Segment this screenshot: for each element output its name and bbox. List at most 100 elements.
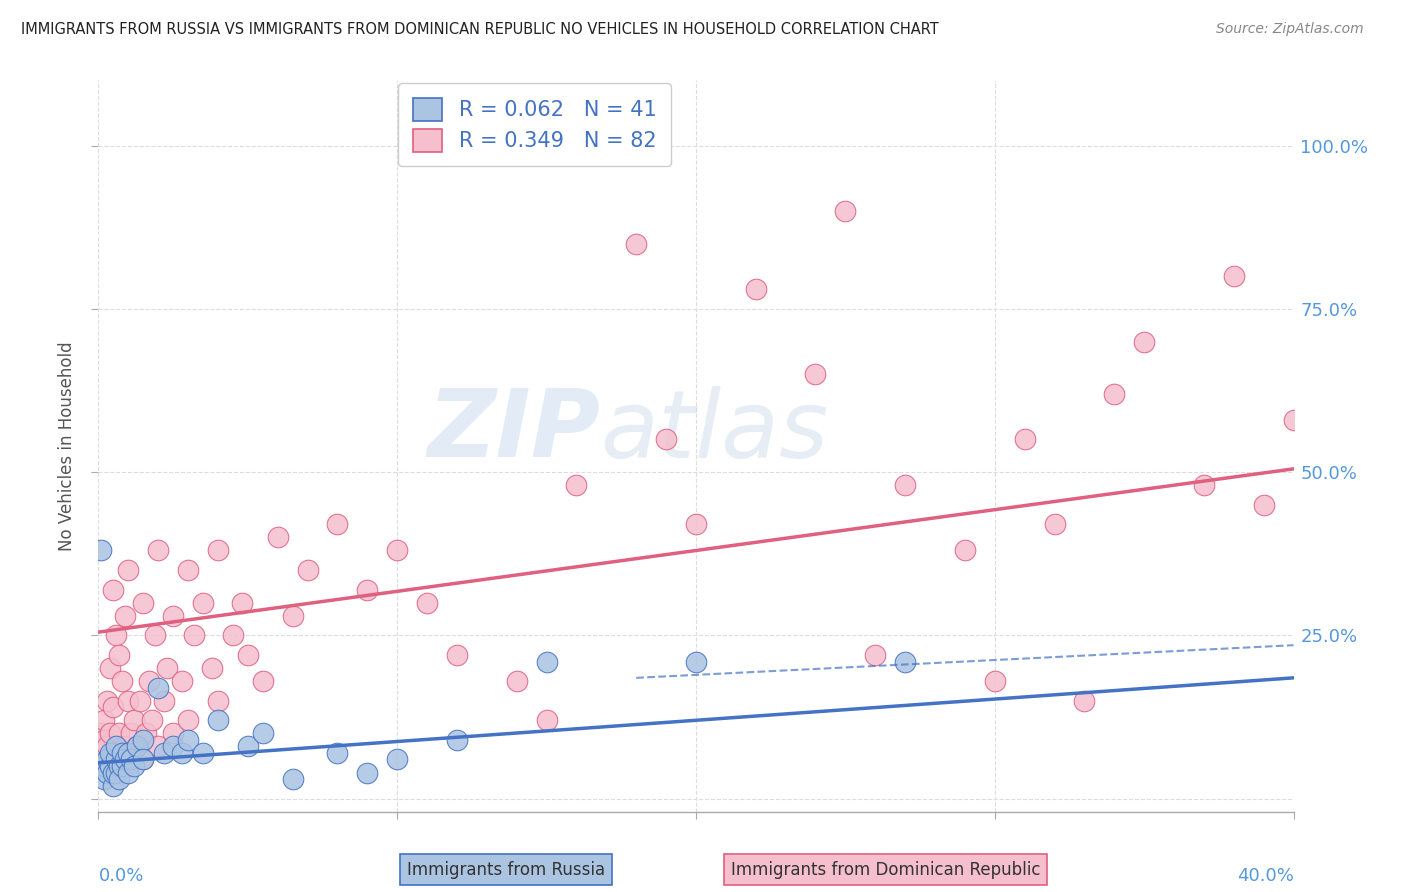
Point	[108, 648, 131, 662]
Point	[156, 661, 179, 675]
Point	[685, 517, 707, 532]
Point	[90, 726, 112, 740]
Point	[96, 739, 118, 754]
Point	[111, 759, 134, 773]
Point	[129, 694, 152, 708]
Point	[111, 746, 134, 760]
Point	[135, 726, 157, 740]
Point	[1223, 269, 1246, 284]
Text: ZIP: ZIP	[427, 385, 600, 477]
Point	[281, 608, 304, 623]
Text: IMMIGRANTS FROM RUSSIA VS IMMIGRANTS FROM DOMINICAN REPUBLIC NO VEHICLES IN HOUS: IMMIGRANTS FROM RUSSIA VS IMMIGRANTS FRO…	[21, 22, 939, 37]
Point	[105, 765, 128, 780]
Point	[96, 752, 118, 766]
Point	[177, 563, 200, 577]
Point	[117, 563, 139, 577]
Point	[98, 661, 122, 675]
Point	[356, 765, 378, 780]
Point	[148, 681, 170, 695]
Point	[96, 759, 118, 773]
Point	[117, 694, 139, 708]
Point	[114, 752, 136, 766]
Point	[148, 543, 170, 558]
Point	[207, 543, 229, 558]
Point	[153, 746, 176, 760]
Point	[132, 752, 155, 766]
Point	[804, 367, 827, 381]
Point	[894, 478, 917, 492]
Point	[124, 759, 146, 773]
Point	[93, 732, 115, 747]
Point	[385, 543, 409, 558]
Text: 0.0%: 0.0%	[98, 867, 143, 885]
Point	[93, 772, 115, 786]
Point	[326, 517, 349, 532]
Point	[98, 746, 122, 760]
Point	[120, 752, 142, 766]
Point	[96, 765, 118, 780]
Point	[297, 563, 319, 577]
Point	[252, 674, 274, 689]
Point	[1282, 413, 1305, 427]
Point	[172, 674, 194, 689]
Point	[834, 203, 856, 218]
Point	[953, 543, 976, 558]
Point	[148, 739, 170, 754]
Point	[281, 772, 304, 786]
Point	[108, 759, 131, 773]
Point	[201, 661, 224, 675]
Point	[207, 694, 229, 708]
Point	[127, 739, 149, 754]
Point	[326, 746, 349, 760]
Point	[1014, 433, 1036, 447]
Y-axis label: No Vehicles in Household: No Vehicles in Household	[58, 341, 76, 551]
Point	[103, 582, 125, 597]
Point	[143, 628, 166, 642]
Point	[356, 582, 378, 597]
Point	[105, 628, 128, 642]
Point	[90, 543, 112, 558]
Point	[108, 772, 131, 786]
Point	[626, 236, 648, 251]
Point	[162, 608, 184, 623]
Point	[385, 752, 409, 766]
Point	[103, 700, 125, 714]
Point	[565, 478, 588, 492]
Point	[111, 674, 134, 689]
Point	[894, 655, 917, 669]
Point	[1043, 517, 1066, 532]
Point	[506, 674, 529, 689]
Point	[685, 655, 707, 669]
Point	[177, 732, 200, 747]
Point	[105, 752, 128, 766]
Point	[1104, 386, 1126, 401]
Point	[162, 739, 184, 754]
Legend: R = 0.062   N = 41, R = 0.349   N = 82: R = 0.062 N = 41, R = 0.349 N = 82	[398, 83, 671, 166]
Point	[124, 714, 146, 728]
Point	[96, 694, 118, 708]
Point	[172, 746, 194, 760]
Point	[984, 674, 1007, 689]
Point	[446, 648, 468, 662]
Point	[1073, 694, 1095, 708]
Point	[98, 759, 122, 773]
Point	[114, 608, 136, 623]
Point	[153, 694, 176, 708]
Point	[536, 714, 558, 728]
Point	[90, 746, 112, 760]
Point	[236, 648, 259, 662]
Point	[865, 648, 887, 662]
Point	[120, 726, 142, 740]
Point	[655, 433, 678, 447]
Point	[236, 739, 259, 754]
Point	[1133, 334, 1156, 349]
Point	[105, 739, 128, 754]
Text: 40.0%: 40.0%	[1237, 867, 1294, 885]
Point	[191, 746, 214, 760]
Point	[111, 746, 134, 760]
Point	[141, 714, 163, 728]
Point	[127, 739, 149, 754]
Point	[536, 655, 558, 669]
Point	[191, 596, 214, 610]
Text: Immigrants from Dominican Republic: Immigrants from Dominican Republic	[731, 861, 1040, 879]
